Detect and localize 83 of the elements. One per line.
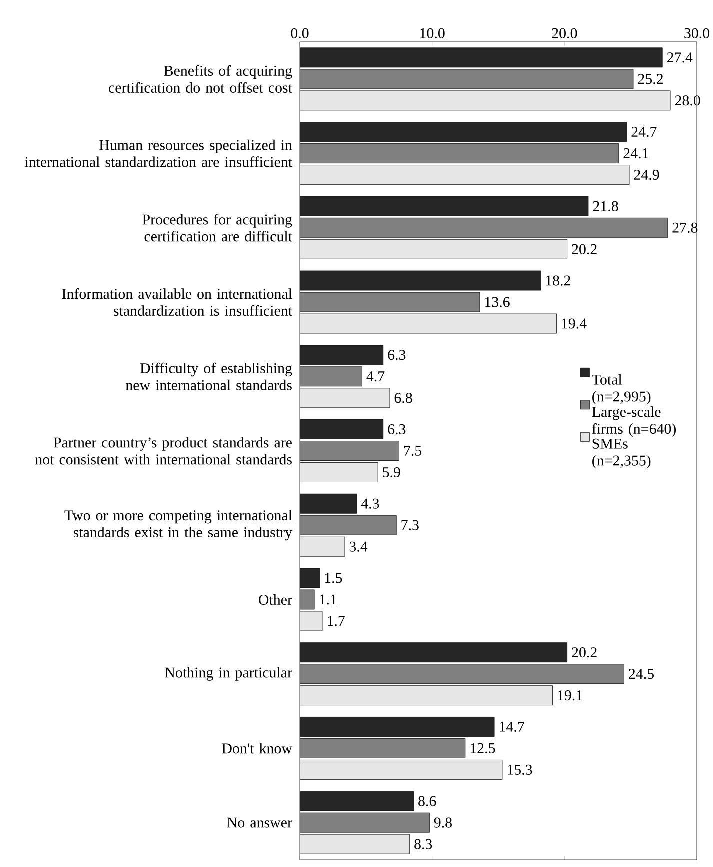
bar bbox=[300, 664, 624, 684]
y-tick-label: Human resources specialized in international standardization are insufficient bbox=[25, 140, 292, 168]
bar bbox=[300, 420, 384, 440]
data-label: 4.7 bbox=[366, 372, 385, 382]
y-tick-label: Two or more competing international standards exist in the same industry bbox=[64, 510, 292, 541]
data-label: 6.3 bbox=[388, 424, 406, 435]
bar bbox=[300, 218, 668, 238]
bar bbox=[300, 144, 620, 164]
data-label: 8.3 bbox=[414, 839, 432, 850]
y-tick-label: No answer bbox=[227, 818, 292, 828]
data-label: 1.7 bbox=[328, 616, 345, 626]
bar bbox=[300, 462, 378, 482]
bar bbox=[300, 536, 346, 557]
x-tick-label: 20.0 bbox=[552, 28, 578, 38]
bar bbox=[300, 738, 466, 758]
bar bbox=[300, 388, 390, 408]
bar bbox=[300, 515, 397, 536]
bar bbox=[300, 441, 400, 461]
data-label: 24.1 bbox=[624, 148, 648, 159]
data-label: 3.4 bbox=[350, 542, 368, 552]
x-tick-label: 30.0 bbox=[684, 28, 710, 38]
data-label: 24.9 bbox=[634, 170, 660, 180]
data-label: 8.6 bbox=[418, 796, 436, 806]
bar bbox=[300, 270, 542, 291]
bar bbox=[300, 366, 362, 387]
legend-label: Large-scale firms (n=640) bbox=[592, 406, 676, 438]
data-label: 7.5 bbox=[404, 446, 422, 456]
bar bbox=[300, 834, 410, 854]
bar bbox=[300, 568, 320, 588]
y-tick-label: Partner country’s product standards are not consistent with international standards bbox=[36, 437, 292, 465]
bar bbox=[300, 686, 553, 706]
y-tick-label: Procedures for acquiring certification are difficult bbox=[142, 214, 292, 242]
y-tick-label: Other bbox=[259, 594, 292, 605]
bar bbox=[300, 48, 663, 68]
data-label: 9.8 bbox=[434, 818, 452, 828]
bar bbox=[300, 760, 503, 780]
data-label: 6.3 bbox=[388, 350, 406, 360]
data-label: 20.2 bbox=[572, 244, 597, 254]
bar bbox=[300, 345, 384, 366]
data-label: 24.7 bbox=[632, 126, 657, 138]
y-tick-label: Difficulty of establishing new international standards bbox=[126, 362, 292, 390]
bar bbox=[300, 642, 568, 663]
bar bbox=[300, 292, 480, 312]
bar bbox=[300, 494, 358, 514]
data-label: 1.1 bbox=[320, 594, 337, 605]
bar bbox=[300, 611, 323, 632]
data-label: 19.4 bbox=[562, 318, 587, 329]
y-tick-label: Don't know bbox=[222, 743, 292, 754]
data-label: 12.5 bbox=[470, 743, 496, 754]
bar bbox=[300, 165, 630, 185]
data-label: 6.8 bbox=[394, 393, 412, 404]
data-label: 25.2 bbox=[638, 74, 664, 84]
data-label: 13.6 bbox=[485, 297, 510, 308]
bar bbox=[300, 812, 430, 833]
bar bbox=[300, 122, 628, 142]
data-label: 24.5 bbox=[629, 669, 654, 680]
bar bbox=[300, 90, 671, 111]
y-tick-label: Benefits of acquiring certification do not offset cost bbox=[109, 65, 292, 93]
bar bbox=[300, 239, 568, 260]
data-label: 18.2 bbox=[546, 276, 570, 286]
bar bbox=[300, 717, 495, 737]
data-label: 20.2 bbox=[572, 648, 597, 658]
bar bbox=[300, 69, 634, 90]
data-label: 5.9 bbox=[383, 467, 400, 478]
data-label: 27.8 bbox=[672, 222, 698, 233]
data-label: 21.8 bbox=[593, 201, 618, 212]
bar bbox=[300, 196, 589, 216]
data-label: 15.3 bbox=[508, 764, 532, 776]
legend-label: SMEs (n=2,355) bbox=[592, 438, 651, 469]
data-label: 7.3 bbox=[402, 520, 419, 530]
y-tick-label: Nothing in particular bbox=[165, 667, 292, 681]
data-label: 27.4 bbox=[667, 52, 693, 63]
data-label: 14.7 bbox=[500, 722, 524, 732]
bar bbox=[300, 314, 557, 334]
data-label: 4.3 bbox=[361, 498, 380, 509]
data-label: 28.0 bbox=[675, 96, 700, 106]
bar bbox=[300, 791, 414, 812]
y-tick-label: Information available on international standardization is insufficient bbox=[62, 288, 292, 316]
x-tick-label: 10.0 bbox=[420, 28, 445, 38]
x-tick-label: 0.0 bbox=[291, 28, 309, 38]
data-label: 19.1 bbox=[558, 690, 582, 701]
data-label: 1.5 bbox=[325, 573, 342, 584]
legend-label: Total (n=2,995) bbox=[592, 374, 651, 405]
